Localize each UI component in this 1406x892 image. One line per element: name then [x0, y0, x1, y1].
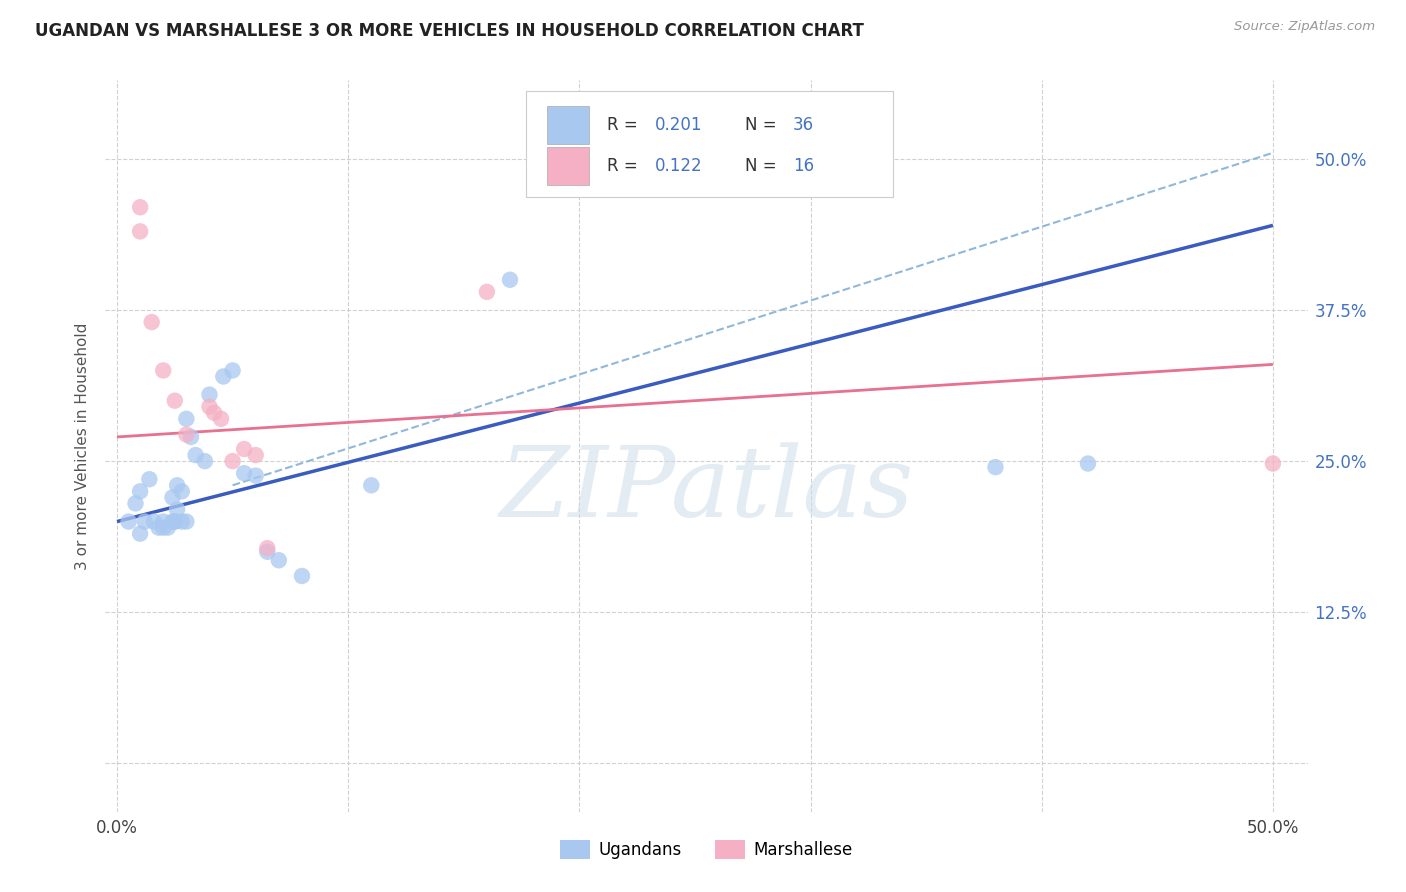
Point [256, 545, 278, 559]
Text: 16: 16 [793, 157, 814, 175]
Point [176, 515, 198, 529]
Point [163, 515, 186, 529]
Text: ZIPatlas: ZIPatlas [499, 442, 914, 538]
FancyBboxPatch shape [547, 147, 589, 185]
Point [291, 569, 314, 583]
Point [141, 315, 163, 329]
Point [202, 406, 225, 420]
Text: R =: R = [607, 116, 643, 134]
Point [233, 442, 256, 456]
Point [170, 515, 193, 529]
FancyBboxPatch shape [526, 91, 893, 197]
Point [221, 454, 243, 468]
Point [245, 448, 267, 462]
Point [162, 491, 184, 505]
Text: N =: N = [745, 116, 782, 134]
Point [1077, 457, 1099, 471]
Point [129, 484, 152, 499]
Point [233, 466, 256, 480]
Point [475, 285, 498, 299]
Point [221, 363, 243, 377]
Point [148, 520, 170, 534]
Point [129, 526, 152, 541]
Legend: Ugandans, Marshallese: Ugandans, Marshallese [554, 833, 859, 865]
Point [499, 273, 522, 287]
Point [170, 484, 193, 499]
Point [152, 363, 174, 377]
Point [198, 387, 221, 401]
Point [134, 515, 156, 529]
Point [152, 520, 174, 534]
Point [163, 515, 186, 529]
Point [184, 448, 207, 462]
Text: R =: R = [607, 157, 643, 175]
Point [162, 515, 184, 529]
Text: 0.122: 0.122 [655, 157, 703, 175]
Text: UGANDAN VS MARSHALLESE 3 OR MORE VEHICLES IN HOUSEHOLD CORRELATION CHART: UGANDAN VS MARSHALLESE 3 OR MORE VEHICLE… [35, 22, 865, 40]
Point [129, 200, 152, 214]
Point [267, 553, 290, 567]
Text: 36: 36 [793, 116, 814, 134]
Point [212, 369, 235, 384]
Point [166, 478, 188, 492]
Text: Source: ZipAtlas.com: Source: ZipAtlas.com [1234, 20, 1375, 33]
Point [198, 400, 221, 414]
Point [176, 412, 198, 426]
Point [176, 427, 198, 442]
Point [124, 496, 146, 510]
Point [152, 515, 174, 529]
FancyBboxPatch shape [547, 106, 589, 144]
Y-axis label: 3 or more Vehicles in Household: 3 or more Vehicles in Household [75, 322, 90, 570]
Point [1261, 457, 1284, 471]
Point [180, 430, 202, 444]
Point [117, 515, 139, 529]
Point [256, 541, 278, 556]
Point [360, 478, 382, 492]
Point [984, 460, 1007, 475]
Text: N =: N = [745, 157, 782, 175]
Point [129, 224, 152, 238]
Point [163, 393, 186, 408]
Point [245, 468, 267, 483]
Point [138, 472, 160, 486]
Point [156, 520, 179, 534]
Point [194, 454, 217, 468]
Point [166, 502, 188, 516]
Text: 0.201: 0.201 [655, 116, 703, 134]
Point [143, 515, 166, 529]
Point [209, 412, 232, 426]
